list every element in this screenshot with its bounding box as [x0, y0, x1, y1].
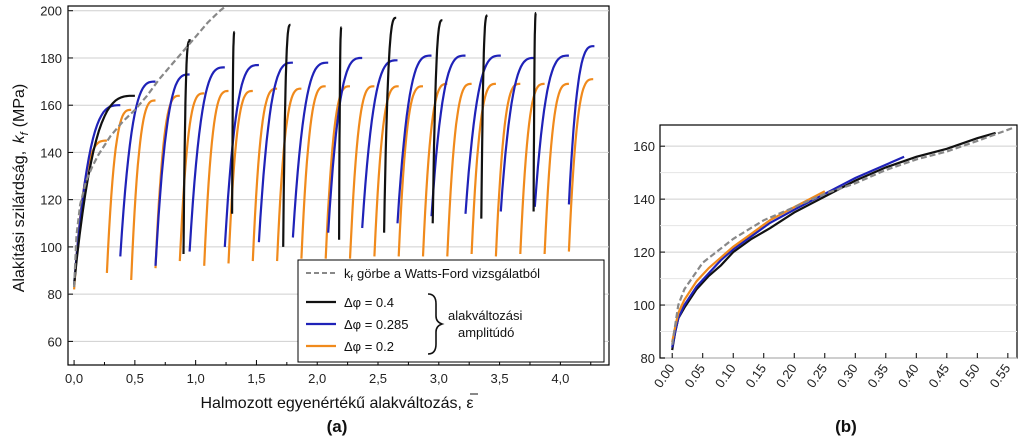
pass-curve — [130, 99, 156, 281]
y-tick-label-b: 80 — [641, 351, 655, 366]
grid-b — [660, 145, 1017, 359]
pass-curve — [567, 78, 594, 252]
legend-brace-text-2: amplitúdó — [458, 325, 514, 340]
x-tick-label-b: 0.45 — [925, 361, 952, 390]
series-a — [73, 5, 595, 290]
legend-box — [297, 259, 605, 363]
pass-curve — [397, 85, 423, 257]
x-tick-label-a: 1,5 — [247, 371, 265, 386]
pass-curve — [203, 89, 229, 266]
pass-curve — [446, 82, 472, 257]
legend-label-black: Δφ = 0.4 — [344, 295, 394, 310]
pass-curve — [383, 16, 397, 233]
pass-curve — [499, 56, 535, 212]
y-tick-label-a: 180 — [40, 51, 62, 66]
pass-curve — [324, 85, 350, 259]
y-tick-label-a: 160 — [40, 98, 62, 113]
pass-curve — [338, 26, 343, 240]
pass-curve — [73, 104, 121, 285]
pass-curve — [182, 39, 191, 255]
pass-curve — [480, 14, 488, 219]
pass-curve — [543, 82, 569, 255]
series-b — [671, 126, 1015, 351]
x-tick-label-a: 1,0 — [187, 371, 205, 386]
x-tick-label-b: 0.20 — [773, 361, 800, 390]
series-c111111 — [73, 12, 537, 285]
x-axis-label-a: Halmozott egyenértékű alakváltozás, ε — [200, 395, 473, 412]
pass-curve — [300, 85, 326, 259]
pass-curve — [223, 63, 259, 247]
y-axis-label-a: Alakítási szilárdság, kf(MPa) — [11, 84, 31, 292]
pass-curve — [431, 19, 443, 224]
pass-curve — [327, 56, 363, 233]
x-tick-label-a: 0,5 — [126, 371, 144, 386]
pass-curve — [348, 85, 375, 259]
x-tick-label-b: 0.15 — [742, 361, 769, 390]
pass-curve — [532, 12, 537, 212]
x-tick-label-a: 3,0 — [430, 371, 448, 386]
pass-curve — [533, 54, 569, 207]
pass-curve — [276, 87, 302, 262]
x-tick-label-a: 0,0 — [65, 371, 83, 386]
pass-curve — [282, 23, 291, 247]
panel-label-b: (b) — [835, 417, 857, 436]
pass-curve — [154, 73, 190, 266]
x-tick-label-b: 0.55 — [986, 361, 1013, 390]
y-tick-label-a: 100 — [40, 240, 62, 255]
y-tick-label-a: 200 — [40, 4, 62, 19]
pass-curve — [119, 80, 156, 257]
y-tick-label-b: 100 — [633, 298, 655, 313]
y-tick-label-b: 140 — [633, 192, 655, 207]
reference-curve-a — [73, 5, 227, 288]
x-tick-label-b: 0.30 — [834, 361, 861, 390]
legend-brace — [427, 293, 445, 355]
legend-a: kf görbe a Watts-Ford vizsgálatból Δφ = 0… — [297, 259, 605, 363]
x-tick-label-a: 4,0 — [551, 371, 569, 386]
legend-label-blue: Δφ = 0.285 — [344, 317, 408, 332]
plot-area-b — [659, 124, 1018, 359]
pass-curve — [519, 82, 545, 255]
x-tick-label-b: 0.25 — [803, 361, 830, 390]
x-tick-label-b: 0.35 — [864, 361, 891, 390]
ticks-a: 60 80 100 120 140 160 180 200 0,0 0,5 1,0 1,5 2,0 2,5… — [40, 4, 592, 386]
pass-curve — [361, 59, 398, 229]
x-tick-label-b: 0.50 — [956, 361, 983, 390]
pass-curve — [567, 45, 595, 205]
x-tick-label-b: 0.10 — [712, 361, 739, 390]
y-tick-label-b: 120 — [633, 245, 655, 260]
legend-label-reference: kf görbe a Watts-Ford vizsgálatból — [344, 266, 540, 283]
x-tick-label-a: 2,0 — [308, 371, 326, 386]
series-curve-b — [671, 155, 905, 348]
pass-curve — [73, 94, 135, 285]
y-tick-label-a: 140 — [40, 145, 62, 160]
legend-brace-text-1: alakváltozási — [448, 308, 523, 323]
x-tick-label-b: 0.40 — [895, 361, 922, 390]
pass-curve — [105, 108, 132, 273]
y-tick-label-a: 120 — [40, 193, 62, 208]
pass-curve — [291, 61, 329, 238]
y-tick-label-b: 160 — [633, 139, 655, 154]
pass-curve — [231, 30, 236, 214]
x-tick-label-b: 0.05 — [681, 361, 708, 390]
x-tick-label-a: 2,5 — [369, 371, 387, 386]
legend-label-orange: Δφ = 0.2 — [344, 339, 394, 354]
y-tick-label-a: 80 — [48, 287, 62, 302]
chart-panel-a: 60 80 100 120 140 160 180 200 0,0 0,5 1,0 1,5 2,0 2,5… — [11, 4, 610, 436]
y-tick-label-a: 60 — [48, 334, 62, 349]
panel-label-a: (a) — [327, 417, 348, 436]
x-tick-label-a: 3,5 — [491, 371, 509, 386]
pass-curve — [430, 54, 466, 217]
pass-curve — [188, 66, 225, 252]
reference-curve-b — [671, 126, 1015, 345]
pass-curve — [396, 54, 432, 224]
